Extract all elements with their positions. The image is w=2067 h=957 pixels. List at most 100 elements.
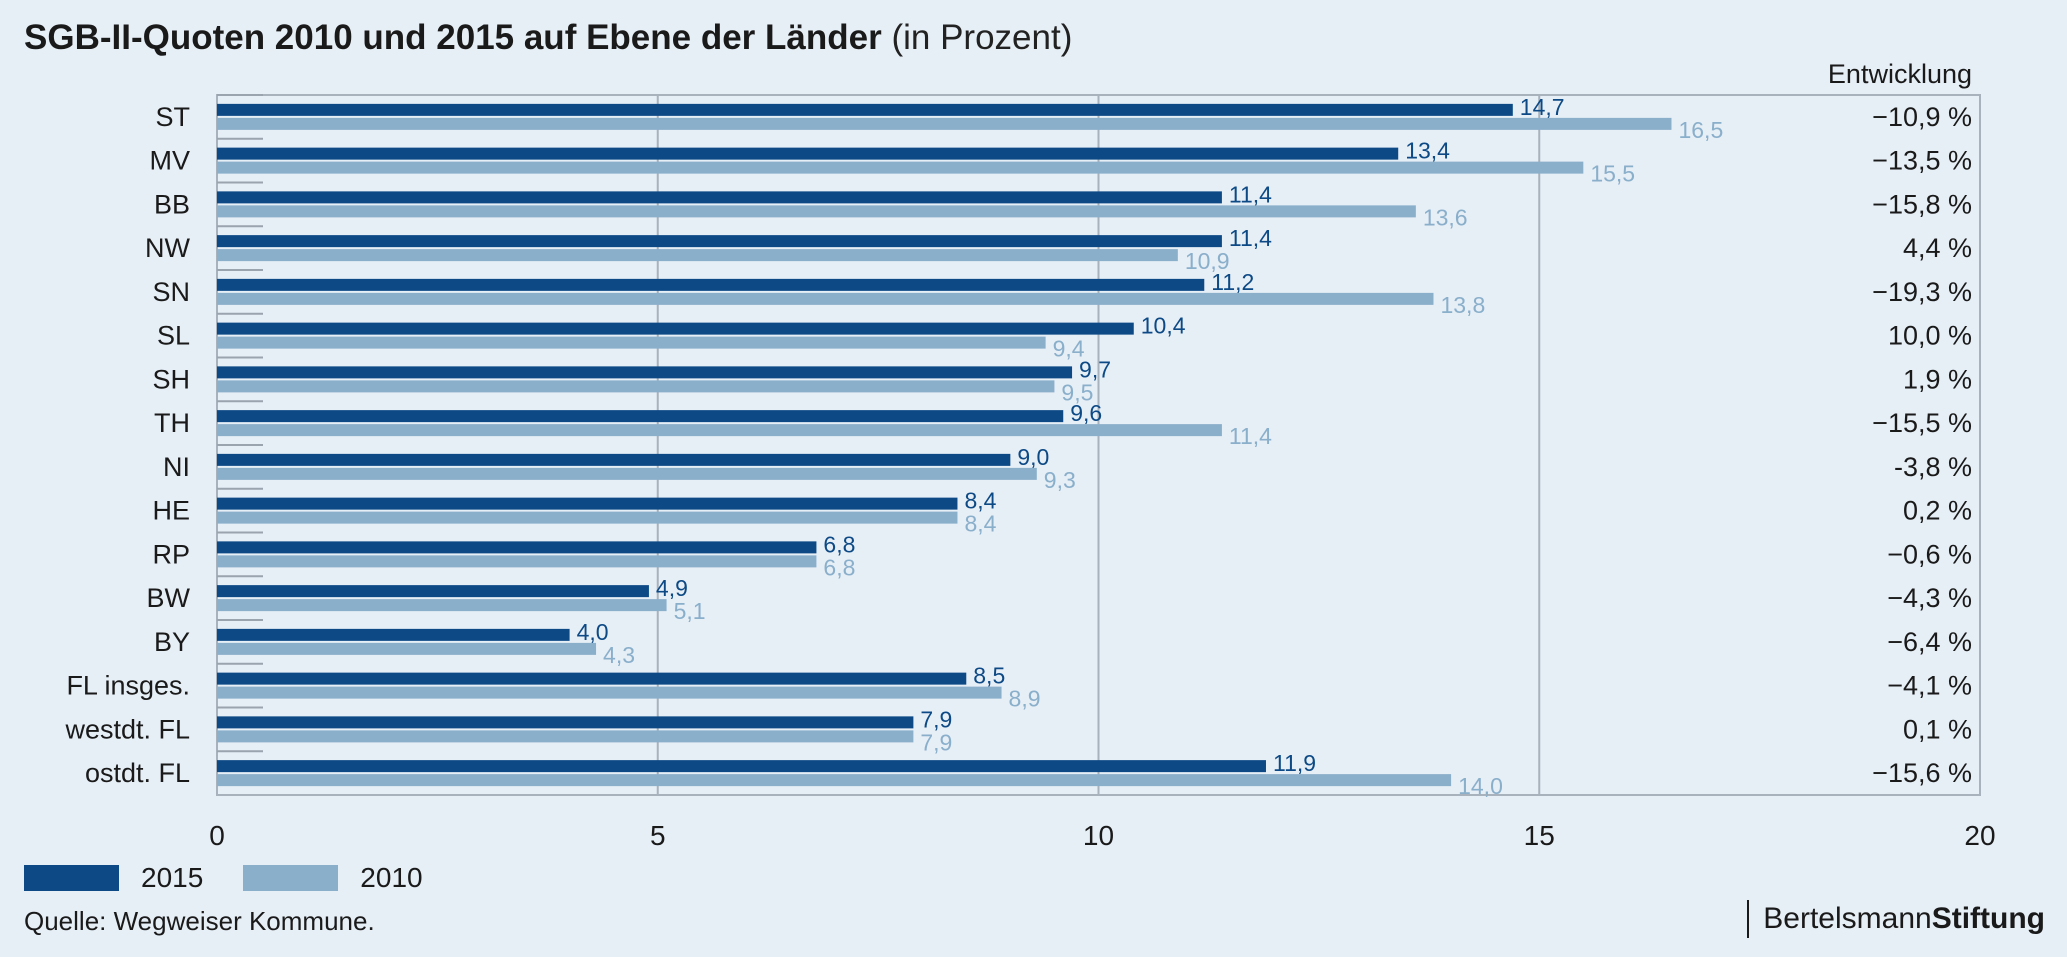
bar-chart: 0 5 10 15 20 Entwicklung ST 14,7 16,5 −10,9 % MV 13… bbox=[64, 59, 1995, 851]
data-label-2010: 9,3 bbox=[1044, 467, 1076, 493]
entwicklung-value: −19,3 % bbox=[1872, 277, 1972, 307]
legend: 2015 2010 bbox=[24, 862, 463, 894]
x-tick-label: 15 bbox=[1524, 820, 1555, 851]
data-label-2015: 8,5 bbox=[973, 663, 1005, 689]
bar-2010 bbox=[217, 555, 817, 568]
x-tick-label: 10 bbox=[1083, 820, 1114, 851]
entwicklung-value: −0,6 % bbox=[1887, 539, 1972, 569]
entwicklung-value: −4,3 % bbox=[1887, 583, 1972, 613]
bar-2015 bbox=[217, 453, 1011, 466]
category-label: SL bbox=[157, 321, 190, 351]
entwicklung-value: −15,6 % bbox=[1872, 758, 1972, 788]
category-label: ST bbox=[155, 102, 190, 132]
category-label: westdt. FL bbox=[64, 714, 190, 744]
legend-item-2010: 2010 bbox=[243, 862, 423, 894]
entwicklung-value: 0,2 % bbox=[1903, 496, 1972, 526]
entwicklung-header: Entwicklung bbox=[1828, 59, 1972, 89]
data-label-2010: 5,1 bbox=[674, 598, 706, 624]
legend-item-2015: 2015 bbox=[24, 862, 203, 894]
brand-left: Bertelsmann bbox=[1763, 902, 1932, 935]
title-subtitle: (in Prozent) bbox=[891, 18, 1073, 57]
data-label-2015: 6,8 bbox=[823, 531, 855, 557]
data-label-2015: 11,4 bbox=[1229, 181, 1272, 207]
entwicklung-value: −4,1 % bbox=[1887, 671, 1972, 701]
bar-2010 bbox=[217, 117, 1672, 130]
category-label: NW bbox=[145, 233, 190, 263]
entwicklung-value: −15,5 % bbox=[1872, 408, 1972, 438]
data-label-2015: 7,9 bbox=[920, 706, 952, 732]
bar-2010 bbox=[217, 292, 1434, 305]
bar-2010 bbox=[217, 424, 1222, 437]
data-label-2010: 9,4 bbox=[1053, 336, 1085, 362]
bar-2015 bbox=[217, 278, 1205, 291]
data-label-2015: 8,4 bbox=[964, 488, 996, 514]
data-label-2015: 9,0 bbox=[1017, 444, 1049, 470]
category-label: SN bbox=[152, 277, 190, 307]
data-label-2010: 7,9 bbox=[920, 729, 952, 755]
data-label-2015: 11,2 bbox=[1211, 269, 1254, 295]
entwicklung-value: −6,4 % bbox=[1887, 627, 1972, 657]
source-note: Quelle: Wegweiser Kommune. bbox=[24, 906, 375, 936]
category-label: BY bbox=[154, 627, 190, 657]
data-label-2015: 14,7 bbox=[1520, 94, 1565, 120]
category-label: NI bbox=[163, 452, 190, 482]
legend-label-2015: 2015 bbox=[141, 862, 204, 893]
bar-2015 bbox=[217, 191, 1222, 204]
data-label-2015: 9,6 bbox=[1070, 400, 1102, 426]
bar-2015 bbox=[217, 628, 570, 641]
category-label: FL insges. bbox=[66, 671, 190, 701]
bar-2015 bbox=[217, 672, 967, 685]
bar-2015 bbox=[217, 235, 1222, 248]
brand-right: Stiftung bbox=[1931, 902, 2045, 935]
data-label-2010: 8,4 bbox=[964, 511, 996, 537]
title-main: SGB-II-Quoten 2010 und 2015 auf Ebene de… bbox=[24, 18, 882, 57]
chart-title: SGB-II-Quoten 2010 und 2015 auf Ebene de… bbox=[24, 18, 1072, 58]
entwicklung-value: −10,9 % bbox=[1872, 102, 1972, 132]
entwicklung-value: -3,8 % bbox=[1894, 452, 1972, 482]
data-label-2010: 13,8 bbox=[1440, 292, 1485, 318]
data-label-2010: 10,9 bbox=[1185, 248, 1230, 274]
bar-2010 bbox=[217, 249, 1178, 262]
bar-2010 bbox=[217, 161, 1584, 174]
bar-2010 bbox=[217, 686, 1002, 699]
bar-2015 bbox=[217, 366, 1073, 379]
data-label-2015: 4,9 bbox=[656, 575, 688, 601]
brand-logo: BertelsmannStiftung bbox=[1747, 900, 2045, 938]
entwicklung-value: 0,1 % bbox=[1903, 714, 1972, 744]
data-label-2010: 13,6 bbox=[1423, 204, 1468, 230]
bar-2015 bbox=[217, 410, 1064, 423]
data-label-2010: 15,5 bbox=[1590, 161, 1635, 187]
entwicklung-value: −13,5 % bbox=[1872, 146, 1972, 176]
category-label: BB bbox=[154, 189, 190, 219]
data-label-2010: 16,5 bbox=[1678, 117, 1723, 143]
entwicklung-value: 4,4 % bbox=[1903, 233, 1972, 263]
bar-2015 bbox=[217, 147, 1399, 160]
data-label-2010: 6,8 bbox=[823, 554, 855, 580]
data-label-2010: 4,3 bbox=[603, 642, 635, 668]
legend-label-2010: 2010 bbox=[360, 862, 423, 893]
bar-2010 bbox=[217, 467, 1037, 480]
entwicklung-value: 1,9 % bbox=[1903, 364, 1972, 394]
legend-swatch-2010 bbox=[243, 865, 339, 891]
data-label-2010: 11,4 bbox=[1229, 423, 1272, 449]
x-tick-label: 20 bbox=[1964, 820, 1995, 851]
data-label-2010: 9,5 bbox=[1061, 379, 1093, 405]
bar-2015 bbox=[217, 760, 1266, 773]
bar-2015 bbox=[217, 716, 914, 729]
data-label-2015: 10,4 bbox=[1141, 313, 1186, 339]
bar-2015 bbox=[217, 585, 649, 598]
bar-2010 bbox=[217, 642, 597, 655]
category-label: BW bbox=[147, 583, 191, 613]
data-label-2015: 11,9 bbox=[1273, 750, 1316, 776]
data-label-2015: 9,7 bbox=[1079, 356, 1111, 382]
data-label-2010: 14,0 bbox=[1458, 773, 1503, 799]
bar-2015 bbox=[217, 322, 1134, 335]
bar-2010 bbox=[217, 336, 1046, 349]
bar-2010 bbox=[217, 511, 958, 524]
bar-2010 bbox=[217, 380, 1055, 393]
bar-2010 bbox=[217, 774, 1452, 787]
data-label-2015: 4,0 bbox=[577, 619, 609, 645]
data-label-2015: 11,4 bbox=[1229, 225, 1272, 251]
bar-2010 bbox=[217, 730, 914, 743]
bar-2015 bbox=[217, 541, 817, 554]
